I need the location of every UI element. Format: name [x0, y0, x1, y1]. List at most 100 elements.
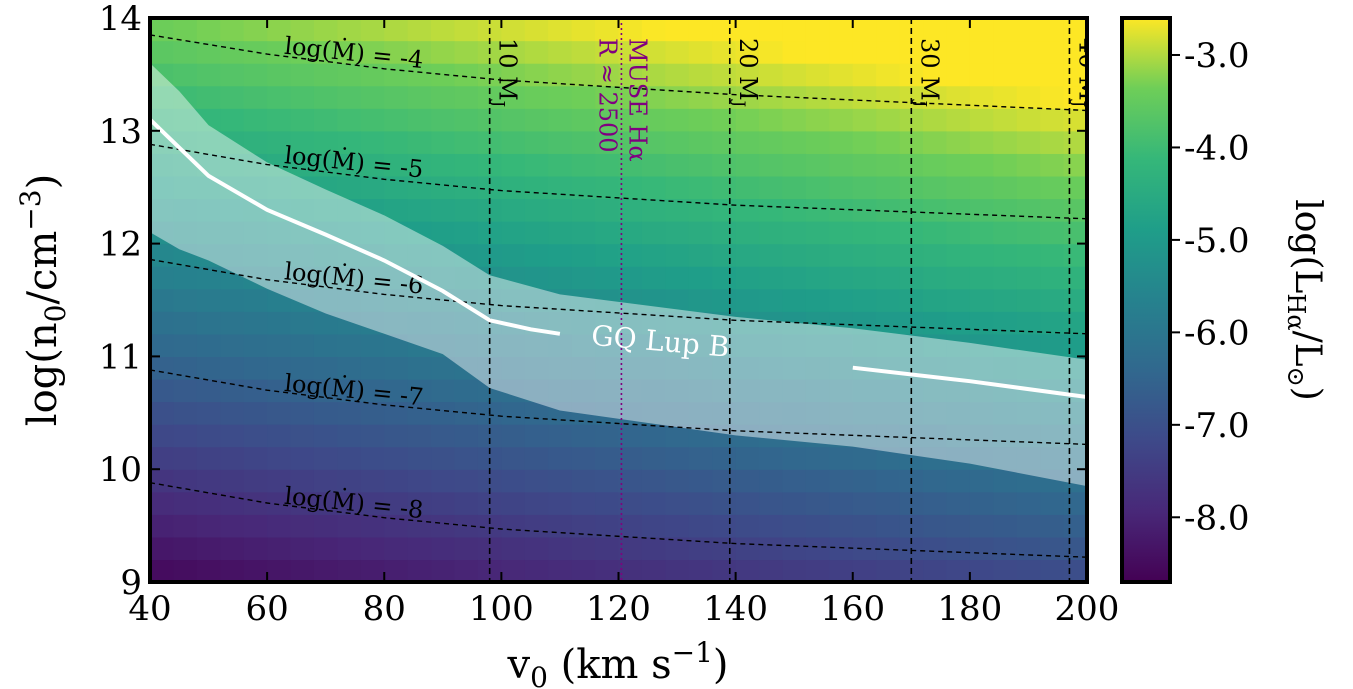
- heatmap-cell: [805, 401, 830, 425]
- heatmap-cell: [267, 333, 292, 357]
- heatmap-cell: [899, 333, 924, 357]
- heatmap-cell: [688, 63, 713, 87]
- colorbar-frame: [1120, 16, 1172, 584]
- heatmap-cell: [618, 333, 643, 357]
- heatmap-cell: [641, 63, 666, 87]
- heatmap-cell: [360, 536, 385, 561]
- heatmap-cell: [454, 559, 479, 582]
- heatmap-cell: [243, 536, 268, 561]
- heatmap-cell: [571, 311, 596, 335]
- heatmap-cell: [852, 333, 877, 357]
- heatmap-cell: [454, 333, 479, 357]
- heatmap-cell: [829, 130, 854, 154]
- heatmap-cell: [524, 85, 549, 109]
- heatmap-cell: [829, 356, 854, 380]
- heatmap-cell: [782, 108, 807, 132]
- heatmap-cell: [641, 536, 666, 561]
- heatmap-cell: [313, 18, 339, 42]
- heatmap-cell: [735, 85, 760, 109]
- heatmap-cell: [220, 243, 245, 267]
- heatmap-cell: [805, 424, 830, 448]
- x-tick-label: 100: [469, 589, 534, 629]
- heatmap-cell: [618, 288, 643, 312]
- heatmap-cell: [220, 559, 245, 582]
- heatmap-cell: [829, 243, 854, 267]
- heatmap-cell: [595, 491, 620, 515]
- heatmap-cell: [735, 536, 760, 561]
- heatmap-cell: [1016, 108, 1041, 132]
- heatmap-cell: [595, 514, 620, 538]
- heatmap-cell: [313, 108, 339, 132]
- heatmap-cell: [1040, 266, 1065, 290]
- heatmap-cell: [290, 288, 315, 312]
- heatmap-cell: [618, 469, 643, 493]
- heatmap-cell: [407, 243, 432, 267]
- heatmap-cell: [782, 18, 807, 42]
- heatmap-cell: [524, 378, 549, 403]
- heatmap-cell: [876, 221, 901, 245]
- colorbar-tick-label: -5.0: [1184, 221, 1250, 261]
- heatmap-cell: [712, 378, 737, 403]
- heatmap-cell: [688, 401, 713, 425]
- heatmap-cell: [220, 40, 245, 64]
- heatmap-cell: [595, 63, 620, 87]
- heatmap-cell: [618, 356, 643, 380]
- heatmap-cell: [384, 333, 409, 357]
- heatmap-cell: [1040, 153, 1065, 177]
- heatmap-cell: [969, 243, 994, 267]
- heatmap-cell: [548, 446, 573, 470]
- heatmap-cell: [243, 378, 268, 403]
- heatmap-cell: [243, 288, 268, 312]
- heatmap-cell: [735, 40, 760, 64]
- heatmap-cell: [1040, 514, 1065, 538]
- heatmap-cell: [431, 63, 456, 87]
- heatmap-cell: [665, 401, 690, 425]
- heatmap-cell: [923, 175, 948, 200]
- heatmap-cell: [571, 424, 596, 448]
- heatmap-cell: [1040, 536, 1065, 561]
- heatmap-cell: [243, 63, 268, 87]
- heatmap-cell: [1063, 514, 1087, 538]
- heatmap-cell: [1016, 85, 1041, 109]
- heatmap-cell: [220, 514, 245, 538]
- heatmap-cell: [501, 18, 526, 42]
- heatmap-cell: [641, 401, 666, 425]
- heatmap-cell: [267, 63, 292, 87]
- heatmap-cell: [1016, 198, 1041, 222]
- heatmap-cell: [360, 288, 385, 312]
- heatmap-cell: [337, 130, 362, 154]
- heatmap-cell: [431, 514, 456, 538]
- heatmap: [150, 18, 1087, 582]
- heatmap-cell: [735, 514, 760, 538]
- heatmap-cell: [196, 63, 221, 87]
- heatmap-cell: [150, 514, 175, 538]
- heatmap-cell: [267, 243, 292, 267]
- heatmap-cell: [173, 401, 198, 425]
- heatmap-cell: [618, 243, 643, 267]
- heatmap-cell: [360, 401, 385, 425]
- heatmap-cell: [969, 266, 994, 290]
- heatmap-cell: [782, 356, 807, 380]
- heatmap-cell: [407, 424, 432, 448]
- mdot-line: [150, 482, 1087, 558]
- heatmap-cell: [150, 221, 175, 245]
- heatmap-cell: [220, 469, 245, 493]
- heatmap-cell: [150, 18, 175, 42]
- heatmap-cell: [946, 514, 971, 538]
- heatmap-cell: [782, 130, 807, 154]
- heatmap-cell: [243, 18, 268, 42]
- heatmap-cell: [150, 536, 175, 561]
- heatmap-cell: [759, 378, 784, 403]
- heatmap-cell: [431, 469, 456, 493]
- heatmap-cell: [173, 108, 198, 132]
- heatmap-cell: [524, 18, 549, 42]
- heatmap-cell: [407, 401, 432, 425]
- heatmap-cell: [665, 18, 690, 42]
- heatmap-cell: [360, 63, 385, 87]
- heatmap-cell: [923, 288, 948, 312]
- heatmap-cell: [805, 221, 830, 245]
- heatmap-cell: [688, 175, 713, 200]
- heatmap-cell: [524, 333, 549, 357]
- heatmap-cell: [431, 18, 456, 42]
- heatmap-cell: [641, 221, 666, 245]
